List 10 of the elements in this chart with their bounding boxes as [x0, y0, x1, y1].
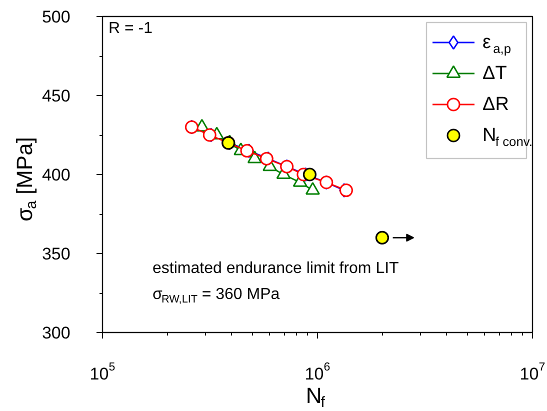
y-tick-label: 300: [42, 324, 70, 342]
y-tick-label: 400: [42, 166, 70, 184]
annotation: estimated endurance limit from LIT: [152, 260, 400, 277]
y-tick-label: 450: [42, 86, 70, 106]
y-tick-label: 500: [42, 8, 70, 26]
legend-label: ΔT: [482, 63, 508, 84]
annotation: R = -1: [108, 20, 153, 37]
y-axis-title: σa [MPa]: [12, 137, 40, 222]
y-tick-label: 350: [42, 244, 70, 264]
legend-label: ΔR: [482, 94, 509, 115]
